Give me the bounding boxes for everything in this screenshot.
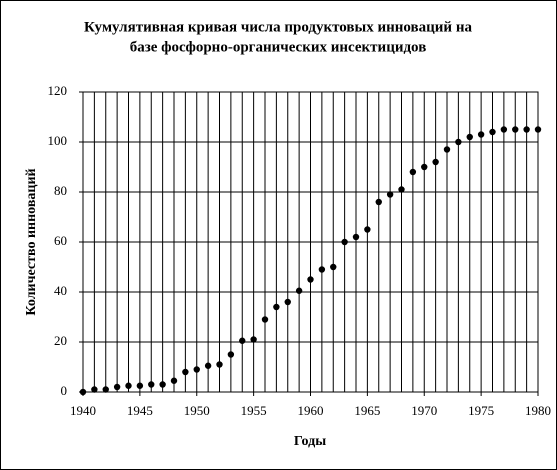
y-tick-label: 40 xyxy=(54,283,67,298)
y-tick-label: 80 xyxy=(54,183,67,198)
data-point xyxy=(489,128,496,136)
data-point xyxy=(341,238,348,246)
x-tick-label: 1945 xyxy=(127,403,153,418)
data-point xyxy=(284,298,291,306)
x-tick-label: 1970 xyxy=(411,403,437,418)
data-point xyxy=(91,386,98,393)
x-tick-label: 1955 xyxy=(241,403,267,418)
x-tick-label: 1940 xyxy=(70,403,96,418)
data-point xyxy=(79,388,87,396)
y-tick-label: 120 xyxy=(48,83,68,98)
data-point xyxy=(364,226,371,233)
data-point xyxy=(193,366,200,373)
data-point xyxy=(307,276,314,283)
data-point xyxy=(421,163,428,171)
data-point xyxy=(455,138,462,146)
data-point xyxy=(295,287,303,294)
x-tick-label: 1965 xyxy=(354,403,380,418)
data-point xyxy=(500,126,508,133)
x-tick-label: 1980 xyxy=(525,403,551,418)
y-axis-label: Количество инноваций xyxy=(24,168,39,315)
chart-title: базе фосфорно-органических инсектицидов xyxy=(130,39,427,55)
data-point xyxy=(477,131,485,138)
chart-title: Кумулятивная кривая числа продуктовых ин… xyxy=(84,19,472,35)
data-point xyxy=(523,126,530,133)
x-axis-label: Годы xyxy=(294,434,326,449)
y-tick-label: 60 xyxy=(54,233,67,248)
x-tick-label: 1960 xyxy=(298,403,324,418)
data-point xyxy=(318,266,326,273)
data-point xyxy=(204,362,212,369)
x-tick-label: 1975 xyxy=(468,403,494,418)
data-point xyxy=(170,377,178,384)
data-point xyxy=(227,351,235,358)
data-point xyxy=(398,186,405,193)
data-point xyxy=(352,233,360,241)
data-point xyxy=(239,337,246,344)
y-tick-label: 0 xyxy=(61,383,68,398)
data-point xyxy=(534,126,542,133)
y-tick-label: 20 xyxy=(54,333,67,348)
data-point xyxy=(182,368,189,376)
data-point xyxy=(466,133,473,141)
data-point xyxy=(261,316,269,323)
data-point xyxy=(250,336,257,343)
x-tick-label: 1950 xyxy=(184,403,210,418)
data-point xyxy=(443,146,451,153)
data-point xyxy=(148,381,155,388)
data-point xyxy=(512,126,519,133)
y-tick-label: 100 xyxy=(48,133,68,148)
data-point xyxy=(409,168,417,176)
data-point xyxy=(102,386,109,393)
data-point xyxy=(159,381,166,388)
data-point xyxy=(330,263,337,271)
data-point xyxy=(375,198,382,206)
data-point xyxy=(113,383,121,391)
data-point xyxy=(216,361,223,368)
data-point xyxy=(432,158,439,166)
data-point xyxy=(136,382,144,389)
data-point xyxy=(125,382,132,389)
data-point xyxy=(386,191,394,198)
data-point xyxy=(273,303,280,311)
